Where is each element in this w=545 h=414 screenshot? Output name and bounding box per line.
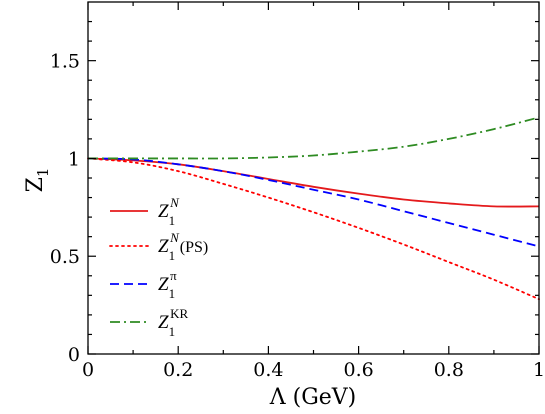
tick-labels: 0 0.2 0.4 0.6 0.8 1 0 0.5 1 1.5	[50, 51, 545, 381]
series-line	[87, 157, 540, 248]
y-axis-title-sub: 1	[34, 168, 52, 178]
legend-label-sup: KR	[170, 306, 188, 321]
legend-label: Z1 N	[158, 195, 180, 228]
plot-lines	[87, 116, 540, 301]
legend-label-sup: N	[169, 195, 180, 210]
series-line	[87, 116, 540, 160]
legend-label-main: Z	[158, 236, 169, 257]
legend-label-sub: 1	[169, 324, 176, 339]
legend-label-main: Z	[158, 312, 169, 333]
legend-label-main: Z	[158, 274, 169, 295]
legend-label: Z1 π	[158, 268, 177, 301]
y-tick-label: 0.5	[50, 246, 80, 268]
plot-frame	[87, 1, 540, 355]
legend-label-sub: 1	[169, 248, 176, 263]
x-axis-title: Λ (GeV)	[269, 385, 357, 410]
legend-label-sub: 1	[169, 213, 176, 228]
legend-label: Z1 N(PS)	[158, 230, 208, 263]
x-tick-label: 0	[82, 359, 94, 381]
axis-ticks	[87, 2, 540, 355]
series-line	[87, 157, 540, 301]
x-tick-label: 0.6	[343, 359, 373, 381]
y-axis-title-main: Z	[23, 177, 48, 192]
y-tick-label: 1.5	[50, 51, 80, 73]
y-axis-title: Z1	[23, 168, 52, 193]
x-tick-label: 0.4	[253, 359, 283, 381]
legend-label: Z1 KR	[158, 306, 188, 339]
x-tick-label: 0.8	[434, 359, 464, 381]
legend-label-sub: 1	[169, 286, 176, 301]
legend-label-main: Z	[158, 201, 169, 222]
legend-label-sup: π	[170, 268, 177, 283]
svg-text:Z1: Z1	[23, 168, 52, 193]
x-tick-label: 1	[533, 359, 545, 381]
legend-label-suffix: (PS)	[180, 239, 208, 256]
x-tick-label: 0.2	[163, 359, 193, 381]
legend-label-sup: N	[169, 230, 180, 245]
y-tick-label: 0	[68, 344, 80, 366]
y-tick-label: 1	[68, 148, 80, 170]
